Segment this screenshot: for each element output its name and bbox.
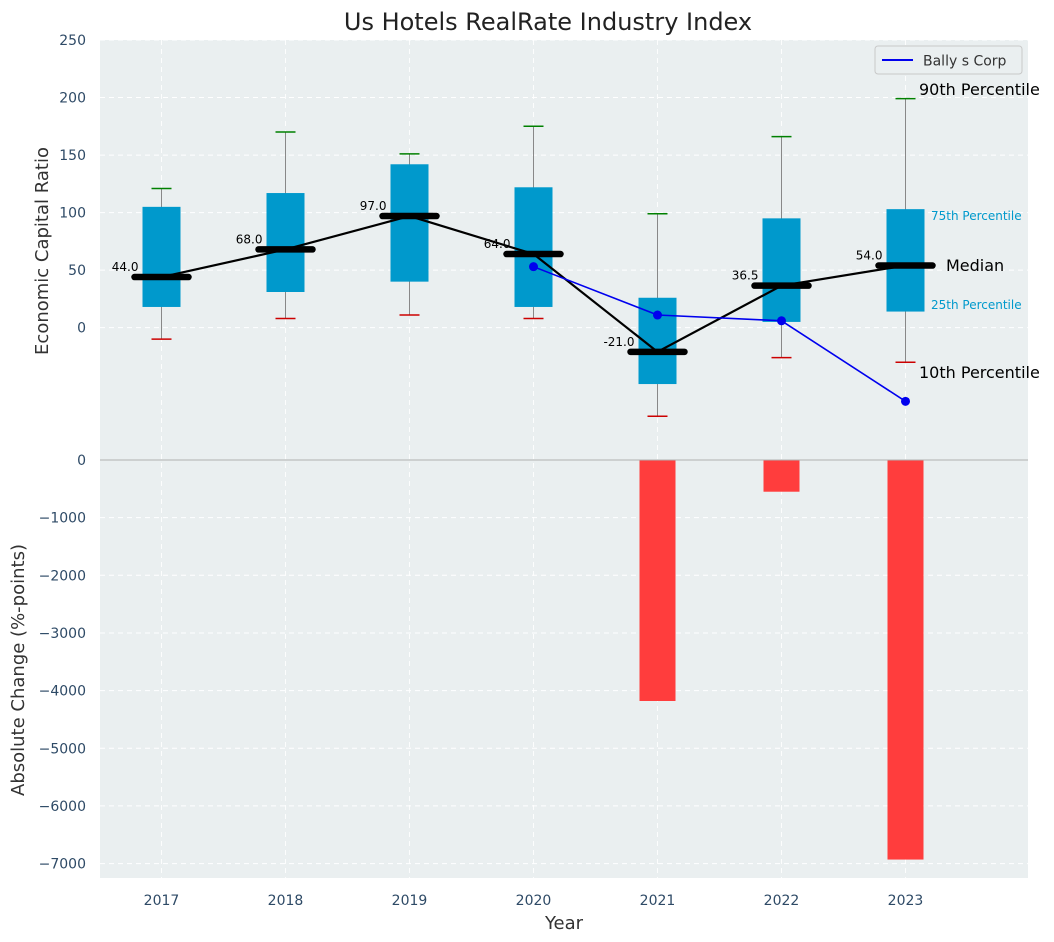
bottom-y-tick-label: −4000 bbox=[39, 684, 86, 700]
annotation-p90: 90th Percentile bbox=[919, 80, 1040, 99]
iqr-box bbox=[886, 209, 925, 312]
iqr-box bbox=[142, 206, 181, 307]
bottom-y-tick-label: −3000 bbox=[39, 626, 86, 642]
median-value-label: 68.0 bbox=[236, 232, 263, 246]
box-plots bbox=[142, 97, 925, 418]
bottom-y-tick-label: −6000 bbox=[39, 799, 86, 815]
x-tick-label: 2018 bbox=[268, 893, 304, 909]
bottom-y-tick-label: −1000 bbox=[39, 511, 86, 527]
iqr-box bbox=[390, 164, 429, 282]
annotation-p25: 25th Percentile bbox=[931, 298, 1022, 312]
median-value-label: 64.0 bbox=[484, 237, 511, 251]
x-tick-label: 2020 bbox=[516, 893, 552, 909]
company-point bbox=[529, 262, 538, 272]
change-bar bbox=[763, 460, 800, 492]
change-bars bbox=[639, 460, 924, 860]
percentile-annotations: 90th Percentile 75th Percentile Median 2… bbox=[919, 80, 1040, 382]
axis-ticks: 0 50 100 150 200 250 0 −1000 −2000 −3000 −4000 −500… bbox=[39, 33, 924, 909]
company-point bbox=[777, 316, 786, 326]
top-y-tick-label: 200 bbox=[59, 91, 86, 107]
annotation-median: Median bbox=[946, 256, 1004, 275]
legend-box bbox=[874, 45, 1023, 75]
median-labels: 44.0 68.0 97.0 64.0 -21.0 36.5 54.0 bbox=[112, 199, 883, 349]
x-tick-label: 2023 bbox=[888, 893, 924, 909]
annotation-p75: 75th Percentile bbox=[931, 209, 1022, 223]
x-tick-label: 2021 bbox=[640, 893, 676, 909]
median-value-label: 36.5 bbox=[732, 269, 759, 283]
chart-title: Us Hotels RealRate Industry Index bbox=[344, 8, 752, 36]
legend-label: Bally s Corp bbox=[923, 54, 1007, 70]
bottom-plot-area bbox=[100, 460, 1028, 878]
bottom-y-axis-label: Absolute Change (%-points) bbox=[8, 544, 29, 796]
x-tick-label: 2017 bbox=[144, 893, 180, 909]
median-value-label: 44.0 bbox=[112, 260, 139, 274]
x-tick-label: 2022 bbox=[764, 893, 800, 909]
company-line bbox=[533, 265, 906, 402]
series-lines bbox=[131, 212, 936, 406]
top-y-tick-label: 150 bbox=[59, 148, 86, 164]
change-bar bbox=[887, 460, 924, 860]
top-y-tick-label: 50 bbox=[68, 263, 86, 279]
top-y-tick-label: 250 bbox=[59, 33, 86, 49]
top-plot-area bbox=[100, 40, 1028, 460]
median-value-label: -21.0 bbox=[603, 335, 634, 349]
x-axis-label: Year bbox=[544, 913, 584, 934]
annotation-p10: 10th Percentile bbox=[919, 363, 1040, 382]
bottom-y-tick-label: 0 bbox=[77, 453, 86, 469]
bottom-y-tick-label: −7000 bbox=[39, 857, 86, 873]
change-bar bbox=[639, 460, 676, 701]
bottom-y-tick-label: −5000 bbox=[39, 741, 86, 757]
legend: Bally s Corp bbox=[874, 45, 1023, 75]
median-value-label: 54.0 bbox=[856, 249, 883, 263]
top-y-axis-label: Economic Capital Ratio bbox=[32, 147, 53, 355]
company-point bbox=[901, 396, 910, 406]
iqr-box bbox=[514, 187, 553, 307]
bottom-y-tick-label: −2000 bbox=[39, 568, 86, 584]
iqr-box bbox=[762, 218, 801, 322]
top-y-tick-label: 0 bbox=[77, 321, 86, 337]
iqr-box bbox=[266, 193, 305, 292]
median-value-label: 97.0 bbox=[360, 199, 387, 213]
top-y-tick-label: 100 bbox=[59, 206, 86, 222]
company-point bbox=[653, 310, 662, 320]
x-tick-label: 2019 bbox=[392, 893, 428, 909]
